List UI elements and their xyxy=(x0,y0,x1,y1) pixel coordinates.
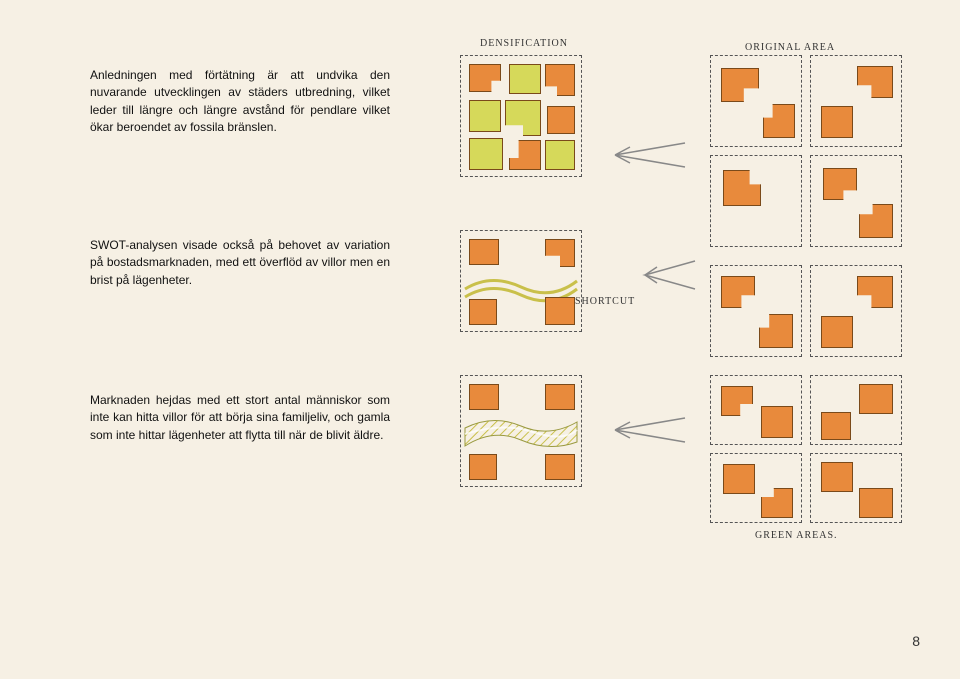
building xyxy=(723,170,761,206)
cell-original xyxy=(710,155,802,247)
building xyxy=(469,64,501,92)
cell-original xyxy=(810,55,902,147)
building xyxy=(857,276,893,308)
building xyxy=(469,299,497,325)
building xyxy=(763,104,795,138)
building xyxy=(821,106,853,138)
building xyxy=(821,316,853,348)
building xyxy=(547,106,575,134)
building xyxy=(859,488,893,518)
cell-original xyxy=(810,453,902,523)
label-shortcut: SHORTCUT xyxy=(575,296,635,307)
building xyxy=(721,276,755,308)
building xyxy=(545,454,575,480)
building xyxy=(761,406,793,438)
cell-green-areas xyxy=(460,375,582,487)
paragraph-1: Anledningen med förtätning är att undvik… xyxy=(90,55,390,149)
infill xyxy=(505,100,541,136)
green-hatch xyxy=(463,412,579,450)
arrow-icon xyxy=(595,135,695,175)
cell-original xyxy=(810,155,902,247)
cell-original xyxy=(710,55,802,147)
cell-original xyxy=(710,375,802,445)
building xyxy=(721,68,759,102)
infill xyxy=(509,64,541,94)
building xyxy=(509,140,541,170)
para-text: SWOT-analysen visade också på behovet av… xyxy=(90,237,390,289)
cell-original xyxy=(710,453,802,523)
building xyxy=(469,454,497,480)
label-green-areas: GREEN AREAS. xyxy=(755,530,838,541)
infill xyxy=(469,100,501,132)
cell-densification xyxy=(460,55,582,177)
building xyxy=(723,464,755,494)
building xyxy=(821,412,851,440)
building xyxy=(823,168,857,200)
cell-original xyxy=(810,265,902,357)
para-text: Anledningen med förtätning är att undvik… xyxy=(90,67,390,137)
building xyxy=(859,204,893,238)
concept-diagram: DENSIFICATION ORIGINAL AREA SHORTCUT GRE… xyxy=(460,40,920,540)
building xyxy=(759,314,793,348)
paragraph-2: SWOT-analysen visade också på behovet av… xyxy=(90,225,390,301)
building xyxy=(821,462,853,492)
cell-shortcut xyxy=(460,230,582,332)
page-number: 8 xyxy=(912,633,920,649)
paragraph-3: Marknaden hejdas med ett stort antal män… xyxy=(90,380,390,456)
building xyxy=(857,66,893,98)
cell-original xyxy=(810,375,902,445)
building xyxy=(545,297,575,325)
arrow-icon xyxy=(595,410,695,450)
para-text: Marknaden hejdas med ett stort antal män… xyxy=(90,392,390,444)
label-densification: DENSIFICATION xyxy=(480,38,568,49)
cell-original xyxy=(710,265,802,357)
building xyxy=(761,488,793,518)
label-original-area: ORIGINAL AREA xyxy=(745,42,835,53)
infill xyxy=(469,138,503,170)
building xyxy=(469,384,499,410)
building xyxy=(721,386,753,416)
infill xyxy=(545,140,575,170)
building xyxy=(859,384,893,414)
building xyxy=(545,384,575,410)
arrow-icon xyxy=(635,255,705,295)
building xyxy=(545,64,575,96)
